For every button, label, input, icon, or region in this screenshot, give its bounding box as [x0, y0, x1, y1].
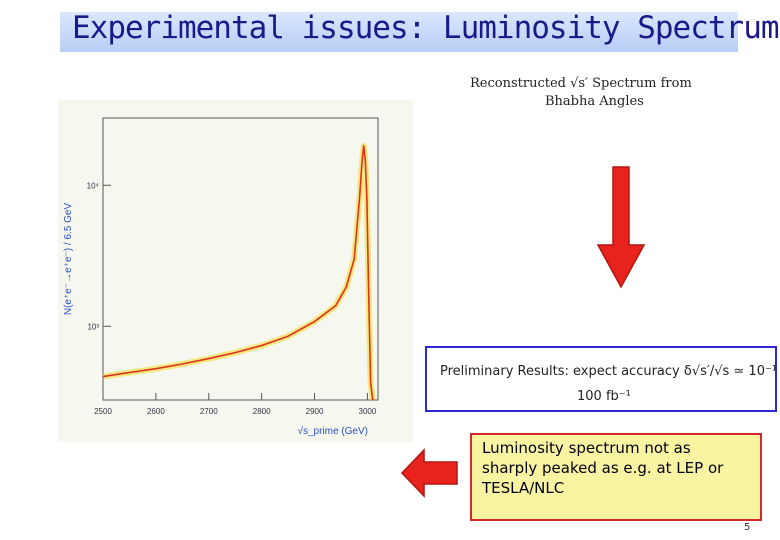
y-tick-label: 10⁴ — [87, 181, 100, 190]
luminosity-note: Luminosity spectrum not as sharply peake… — [470, 433, 762, 521]
slide-title: Experimental issues: Luminosity Spectrum — [72, 10, 780, 46]
result-line1: Preliminary Results: expect accuracy δ√s… — [440, 364, 780, 379]
luminosity-plot: 2500 2600 2700 2800 2900 3000 10³ 10⁴ √s_prime (… — [58, 100, 413, 442]
left-arrow-icon — [400, 448, 458, 498]
plot-heading-line1: Reconstructed √s′ Spectrum from — [470, 76, 692, 91]
y-tick-label: 10³ — [87, 322, 99, 331]
plot-frame — [102, 117, 379, 401]
result-line2: 100 fb⁻¹ — [577, 389, 631, 404]
plot-heading-line2: Bhabha Angles — [545, 94, 644, 109]
fit-band — [102, 142, 376, 401]
page-number: 5 — [744, 522, 751, 533]
x-tick-label: 2700 — [200, 407, 218, 416]
x-tick-label: 2800 — [253, 407, 271, 416]
title-bar — [60, 12, 738, 52]
x-tick-label: 2600 — [147, 407, 165, 416]
plot-heading: Reconstructed √s′ Spectrum from Bhabha A… — [470, 75, 692, 111]
x-tick-label: 2500 — [94, 407, 112, 416]
x-tick-label: 3000 — [359, 407, 377, 416]
y-axis-label: N(e⁺e⁻→e⁺e⁻) / 6.5 GeV — [63, 203, 74, 316]
down-arrow-icon — [596, 166, 646, 289]
fit-line — [102, 145, 374, 401]
x-axis-label: √s_prime (GeV) — [297, 425, 368, 437]
preliminary-results-box: Preliminary Results: expect accuracy δ√s… — [425, 346, 780, 412]
x-tick-label: 2900 — [306, 407, 324, 416]
luminosity-chart-svg: 2500 2600 2700 2800 2900 3000 10³ 10⁴ √s_prime (… — [63, 117, 379, 437]
